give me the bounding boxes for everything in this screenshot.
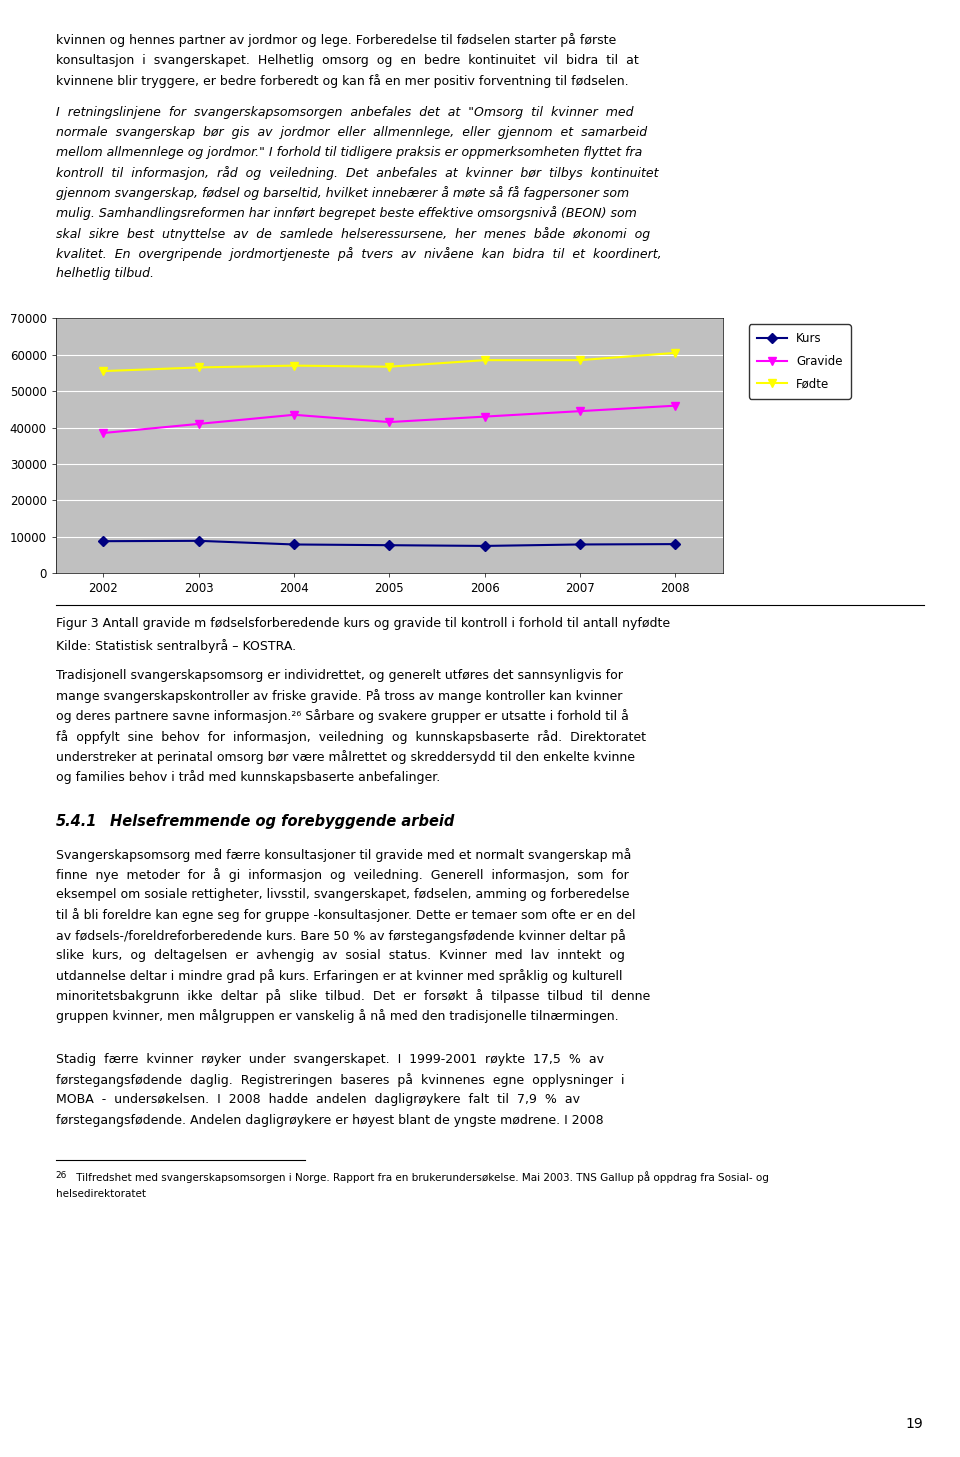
- Legend: Kurs, Gravide, Fødte: Kurs, Gravide, Fødte: [749, 323, 851, 399]
- Text: til å bli foreldre kan egne seg for gruppe -konsultasjoner. Dette er temaer som : til å bli foreldre kan egne seg for grup…: [56, 909, 636, 922]
- Text: og deres partnere savne informasjon.²⁶ Sårbare og svakere grupper er utsatte i f: og deres partnere savne informasjon.²⁶ S…: [56, 710, 629, 724]
- Text: få  oppfylt  sine  behov  for  informasjon,  veiledning  og  kunnskapsbaserte  r: få oppfylt sine behov for informasjon, v…: [56, 730, 646, 743]
- Text: helsedirektoratet: helsedirektoratet: [56, 1189, 146, 1199]
- Text: helhetlig tilbud.: helhetlig tilbud.: [56, 267, 154, 280]
- Text: førstegangsfødende  daglig.  Registreringen  baseres  på  kvinnenes  egne  opply: førstegangsfødende daglig. Registreringe…: [56, 1074, 624, 1087]
- Text: Helsefremmende og forebyggende arbeid: Helsefremmende og forebyggende arbeid: [110, 814, 455, 829]
- Text: kvinnene blir tryggere, er bedre forberedt og kan få en mer positiv forventning : kvinnene blir tryggere, er bedre forbere…: [56, 74, 628, 87]
- Text: understreker at perinatal omsorg bør være målrettet og skreddersydd til den enke: understreker at perinatal omsorg bør vær…: [56, 750, 635, 763]
- Text: kontroll  til  informasjon,  råd  og  veiledning.  Det  anbefales  at  kvinner  : kontroll til informasjon, råd og veiledn…: [56, 166, 659, 181]
- Text: mulig. Samhandlingsreformen har innført begrepet beste effektive omsorgsnivå (BE: mulig. Samhandlingsreformen har innført …: [56, 207, 636, 220]
- Text: Svangerskapsomsorg med færre konsultasjoner til gravide med et normalt svangersk: Svangerskapsomsorg med færre konsultasjo…: [56, 848, 631, 863]
- Text: og families behov i tråd med kunnskapsbaserte anbefalinger.: og families behov i tråd med kunnskapsba…: [56, 769, 440, 784]
- Text: utdannelse deltar i mindre grad på kurs. Erfaringen er at kvinner med språklig o: utdannelse deltar i mindre grad på kurs.…: [56, 969, 622, 983]
- Text: 26: 26: [56, 1171, 67, 1180]
- Text: mange svangerskapskontroller av friske gravide. På tross av mange kontroller kan: mange svangerskapskontroller av friske g…: [56, 689, 622, 704]
- Text: finne  nye  metoder  for  å  gi  informasjon  og  veiledning.  Generell  informa: finne nye metoder for å gi informasjon o…: [56, 868, 629, 883]
- Text: I  retningslinjene  for  svangerskapsomsorgen  anbefales  det  at  "Omsorg  til : I retningslinjene for svangerskapsomsorg…: [56, 106, 634, 119]
- Text: Tilfredshet med svangerskapsomsorgen i Norge. Rapport fra en brukerundersøkelse.: Tilfredshet med svangerskapsomsorgen i N…: [73, 1171, 769, 1183]
- Text: Stadig  færre  kvinner  røyker  under  svangerskapet.  I  1999-2001  røykte  17,: Stadig færre kvinner røyker under svange…: [56, 1053, 604, 1067]
- Text: skal  sikre  best  utnyttelse  av  de  samlede  helseressursene,  her  menes  bå: skal sikre best utnyttelse av de samlede…: [56, 226, 650, 240]
- Text: slike  kurs,  og  deltagelsen  er  avhengig  av  sosial  status.  Kvinner  med  : slike kurs, og deltagelsen er avhengig a…: [56, 949, 625, 962]
- Text: Figur 3 Antall gravide m fødselsforberedende kurs og gravide til kontroll i forh: Figur 3 Antall gravide m fødselsforbered…: [56, 616, 670, 629]
- Text: minoritetsbakgrunn  ikke  deltar  på  slike  tilbud.  Det  er  forsøkt  å  tilpa: minoritetsbakgrunn ikke deltar på slike …: [56, 989, 650, 1002]
- Text: Tradisjonell svangerskapsomsorg er individrettet, og generelt utføres det sannsy: Tradisjonell svangerskapsomsorg er indiv…: [56, 669, 622, 682]
- Text: førstegangsfødende. Andelen dagligrøykere er høyest blant de yngste mødrene. I 2: førstegangsfødende. Andelen dagligrøyker…: [56, 1113, 603, 1126]
- Text: konsultasjon  i  svangerskapet.  Helhetlig  omsorg  og  en  bedre  kontinuitet  : konsultasjon i svangerskapet. Helhetlig …: [56, 54, 638, 67]
- Text: 5.4.1: 5.4.1: [56, 814, 97, 829]
- Text: normale  svangerskap  bør  gis  av  jordmor  eller  allmennlege,  eller  gjennom: normale svangerskap bør gis av jordmor e…: [56, 125, 647, 138]
- Text: gjennom svangerskap, fødsel og barseltid, hvilket innebærer å møte så få fagpers: gjennom svangerskap, fødsel og barseltid…: [56, 186, 629, 200]
- Text: Kilde: Statistisk sentralbyrå – KOSTRA.: Kilde: Statistisk sentralbyrå – KOSTRA.: [56, 640, 296, 653]
- Text: mellom allmennlege og jordmor." I forhold til tidligere praksis er oppmerksomhet: mellom allmennlege og jordmor." I forhol…: [56, 146, 642, 159]
- Text: 19: 19: [906, 1416, 924, 1431]
- Text: kvinnen og hennes partner av jordmor og lege. Forberedelse til fødselen starter : kvinnen og hennes partner av jordmor og …: [56, 34, 616, 48]
- Text: eksempel om sosiale rettigheter, livsstil, svangerskapet, fødselen, amming og fo: eksempel om sosiale rettigheter, livssti…: [56, 889, 629, 902]
- Text: av fødsels-/foreldreforberedende kurs. Bare 50 % av førstegangsfødende kvinner d: av fødsels-/foreldreforberedende kurs. B…: [56, 928, 626, 943]
- Text: MOBA  -  undersøkelsen.  I  2008  hadde  andelen  dagligrøykere  falt  til  7,9 : MOBA - undersøkelsen. I 2008 hadde andel…: [56, 1094, 580, 1106]
- Text: kvalitet.  En  overgripende  jordmortjeneste  på  tvers  av  nivåene  kan  bidra: kvalitet. En overgripende jordmortjenest…: [56, 246, 661, 261]
- Text: gruppen kvinner, men målgruppen er vanskelig å nå med den tradisjonelle tilnærmi: gruppen kvinner, men målgruppen er vansk…: [56, 1010, 618, 1023]
